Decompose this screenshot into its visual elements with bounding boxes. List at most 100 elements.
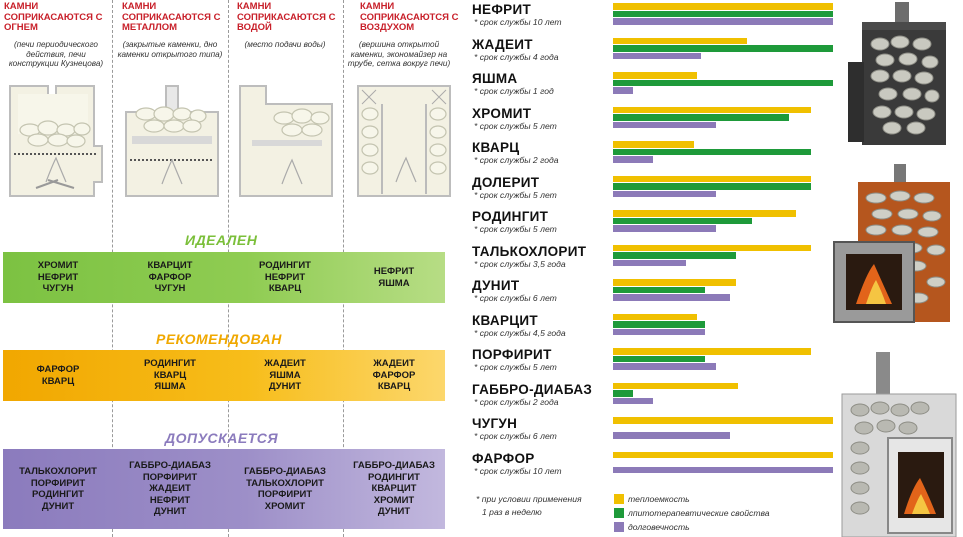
bar-durability bbox=[613, 294, 730, 301]
column-title-air: КАМНИ СОПРИКАСАЮТСЯ С ВОЗДУХОМ bbox=[360, 1, 459, 33]
stone-name: ЯШМА bbox=[472, 71, 518, 86]
bar-durability bbox=[613, 52, 701, 59]
recommended-cell-fire: ФАРФОР КВАРЦ bbox=[36, 364, 80, 387]
bar-durability bbox=[613, 432, 730, 439]
allowed-cell-fire: ТАЛЬКОХЛОРИТ ПОРФИРИТ РОДИНГИТ ДУНИТ bbox=[19, 466, 97, 512]
section-title-allowed: ДОПУСКАЕТСЯ bbox=[165, 430, 279, 446]
bar-heat bbox=[613, 279, 736, 286]
stove-image-mesh bbox=[833, 164, 950, 323]
ideal-cell-fire: ХРОМИТ НЕФРИТ ЧУГУН bbox=[37, 260, 79, 295]
bar-durability bbox=[613, 87, 633, 94]
column-title-water: КАМНИ СОПРИКАСАЮТСЯ С ВОДОЙ bbox=[237, 1, 336, 33]
stove-diagram-fire bbox=[9, 85, 103, 197]
stone-service-life: * срок службы 10 лет bbox=[474, 17, 562, 27]
bar-therapy bbox=[613, 79, 833, 86]
bar-durability bbox=[613, 190, 716, 197]
bar-durability bbox=[613, 466, 833, 473]
bar-heat bbox=[613, 382, 738, 389]
bar-durability bbox=[613, 259, 686, 266]
stone-name: ФАРФОР bbox=[472, 450, 535, 466]
legend-swatch-therapy bbox=[614, 508, 624, 518]
column-title-fire: КАМНИ СОПРИКАСАЮТСЯ С ОГНЕМ bbox=[4, 1, 103, 33]
stone-name: ДОЛЕРИТ bbox=[472, 174, 540, 190]
stone-service-life: * срок службы 2 года bbox=[474, 396, 559, 407]
stone-service-life: * срок службы 3,5 года bbox=[474, 258, 566, 269]
legend-swatch-heat bbox=[614, 494, 624, 504]
bar-therapy bbox=[613, 217, 752, 224]
stone-service-life: * срок службы 2 года bbox=[474, 155, 559, 165]
bar-durability bbox=[613, 397, 653, 404]
bar-therapy bbox=[613, 355, 705, 362]
legend-label-therapy: лпитотерапевтические свойства bbox=[628, 508, 770, 518]
bar-heat bbox=[613, 417, 833, 424]
footnote-line-1: * при условии применения bbox=[476, 494, 582, 504]
stone-name: НЕФРИТ bbox=[472, 2, 532, 17]
stone-service-life: * срок службы 5 лет bbox=[474, 120, 557, 131]
allowed-cell-air: ГАББРО-ДИАБАЗ РОДИНГИТ КВАРЦИТ ХРОМИТ ДУ… bbox=[353, 460, 435, 518]
stove-image-open bbox=[841, 352, 957, 537]
bar-therapy bbox=[613, 286, 705, 293]
column-note-water: (место подачи воды) bbox=[244, 40, 326, 49]
bar-therapy bbox=[613, 45, 833, 52]
stone-service-life: * срок службы 4,5 года bbox=[474, 327, 566, 338]
bar-durability bbox=[613, 18, 833, 25]
ideal-cell-metal: КВАРЦИТ ФАРФОР ЧУГУН bbox=[147, 260, 193, 295]
bar-therapy bbox=[613, 390, 633, 397]
stone-name: КВАРЦ bbox=[472, 140, 520, 155]
column-title-metal: КАМНИ СОПРИКАСАЮТСЯ С МЕТАЛЛОМ bbox=[122, 1, 221, 33]
bar-heat bbox=[613, 3, 833, 10]
stone-name: ТАЛЬКОХЛОРИТ bbox=[472, 243, 587, 259]
stone-name: РОДИНГИТ bbox=[472, 209, 549, 224]
ideal-cell-water: РОДИНГИТ НЕФРИТ КВАРЦ bbox=[259, 260, 311, 295]
stone-name: ПОРФИРИТ bbox=[472, 347, 552, 362]
bar-heat bbox=[613, 106, 811, 113]
section-title-recommended: РЕКОМЕНДОВАН bbox=[156, 331, 282, 347]
stone-name: ЖАДЕИТ bbox=[472, 36, 533, 52]
stone-name: ДУНИТ bbox=[472, 278, 520, 293]
stone-name: КВАРЦИТ bbox=[472, 312, 538, 328]
bar-heat bbox=[613, 37, 747, 44]
allowed-cell-water: ГАББРО-ДИАБАЗ ТАЛЬКОХЛОРИТ ПОРФИРИТ ХРОМ… bbox=[244, 466, 326, 512]
recommended-cell-metal: РОДИНГИТ КВАРЦ ЯШМА bbox=[144, 358, 196, 393]
bar-durability bbox=[613, 156, 653, 163]
bar-heat bbox=[613, 244, 811, 251]
ideal-cell-air: НЕФРИТ ЯШМА bbox=[373, 266, 415, 289]
bar-heat bbox=[613, 348, 811, 355]
legend-swatch-durability bbox=[614, 522, 624, 532]
bar-durability bbox=[613, 225, 716, 232]
column-note-air: (вершина открытой каменки, экономайзер н… bbox=[347, 40, 451, 68]
bar-therapy bbox=[613, 114, 789, 121]
bar-therapy bbox=[613, 252, 736, 259]
stove-diagram-metal bbox=[125, 85, 219, 197]
stone-service-life: * срок службы 6 лет bbox=[474, 293, 557, 303]
recommended-cell-air: ЖАДЕИТ ФАРФОР КВАРЦ bbox=[372, 358, 416, 393]
allowed-cell-metal: ГАББРО-ДИАБАЗ ПОРФИРИТ ЖАДЕИТ НЕФРИТ ДУН… bbox=[129, 460, 211, 518]
stone-service-life: * срок службы 6 лет bbox=[474, 431, 557, 441]
stone-service-life: * срок службы 5 лет bbox=[474, 224, 557, 234]
bar-therapy bbox=[613, 321, 705, 328]
stone-service-life: * срок службы 1 год bbox=[474, 86, 554, 96]
footnote-line-2: 1 раз в неделю bbox=[482, 507, 542, 517]
band-ideal: ХРОМИТ НЕФРИТ ЧУГУН КВАРЦИТ ФАРФОР ЧУГУН… bbox=[3, 252, 445, 303]
bar-heat bbox=[613, 313, 697, 320]
bar-durability bbox=[613, 363, 716, 370]
bar-heat bbox=[613, 210, 796, 217]
section-title-ideal: ИДЕАЛЕН bbox=[185, 232, 258, 248]
stove-diagram-water bbox=[239, 85, 333, 197]
bar-heat bbox=[613, 451, 833, 458]
column-note-metal: (закрытые каменки, дно каменки открытого… bbox=[117, 40, 223, 59]
bar-therapy bbox=[613, 10, 833, 17]
bar-heat bbox=[613, 72, 697, 79]
stone-service-life: * срок службы 5 лет bbox=[474, 189, 557, 200]
stone-name: ГАББРО-ДИАБАЗ bbox=[472, 381, 593, 397]
stove-diagram-air bbox=[357, 85, 451, 197]
bar-heat bbox=[613, 175, 811, 182]
band-recommended: ФАРФОР КВАРЦ РОДИНГИТ КВАРЦ ЯШМА ЖАДЕИТ … bbox=[3, 350, 445, 401]
stone-service-life: * срок службы 5 лет bbox=[474, 362, 557, 372]
bar-therapy bbox=[613, 148, 811, 155]
stone-name: ЧУГУН bbox=[472, 416, 518, 431]
bar-durability bbox=[613, 328, 705, 335]
stone-service-life: * срок службы 4 года bbox=[474, 51, 559, 62]
stone-name: ХРОМИТ bbox=[472, 105, 532, 121]
bar-therapy bbox=[613, 183, 811, 190]
